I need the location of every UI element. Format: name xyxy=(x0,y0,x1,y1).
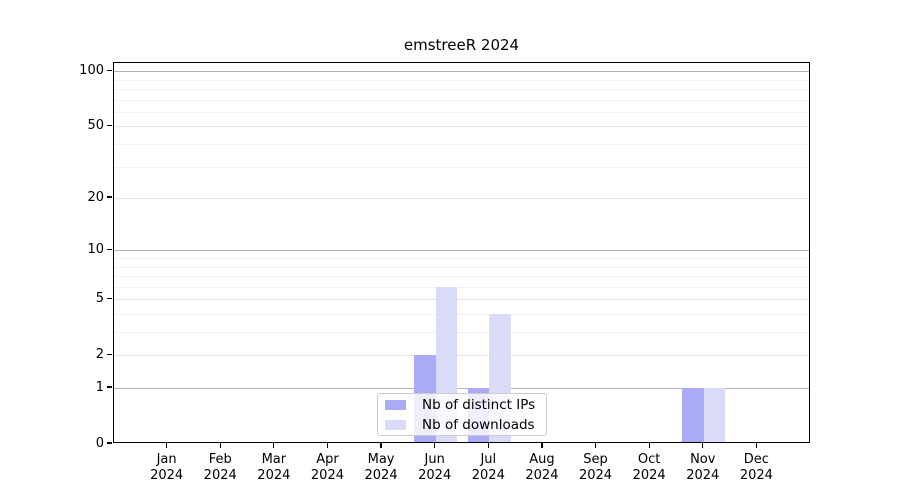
y-tick-label: 0 xyxy=(95,435,104,451)
x-tick-mark xyxy=(594,443,597,448)
gridline-minor xyxy=(114,111,809,113)
y-tick-mark xyxy=(107,297,112,299)
x-tick-mark xyxy=(755,443,757,448)
legend: Nb of distinct IPs Nb of downloads xyxy=(377,393,547,436)
y-tick-label: 5 xyxy=(95,290,104,306)
gridline-mid xyxy=(114,198,809,200)
gridline-minor xyxy=(114,276,809,278)
gridline-mid xyxy=(114,355,809,357)
gridline-major xyxy=(114,71,809,73)
x-tick-label: Jan 2024 xyxy=(150,452,184,483)
gridline-minor xyxy=(114,79,809,81)
y-tick-mark xyxy=(107,248,112,250)
gridline-minor xyxy=(114,89,809,91)
x-tick-mark xyxy=(434,443,436,448)
x-tick-mark xyxy=(166,443,168,448)
x-tick-mark xyxy=(487,443,489,448)
x-tick-label: Oct 2024 xyxy=(632,452,666,483)
gridline-minor xyxy=(114,313,809,315)
y-tick-mark xyxy=(107,386,112,388)
x-tick-label: Dec 2024 xyxy=(739,452,773,483)
gridline-major xyxy=(114,388,809,389)
gridline-major xyxy=(114,250,809,252)
gridline-minor xyxy=(114,266,809,268)
x-tick-mark xyxy=(541,443,543,448)
x-tick-label: Jul 2024 xyxy=(471,452,505,483)
y-tick-mark xyxy=(107,442,112,444)
x-tick-label: Feb 2024 xyxy=(203,452,237,483)
x-tick-label: Jun 2024 xyxy=(418,452,452,483)
legend-swatch-distinct-ips xyxy=(385,399,406,410)
x-tick-mark xyxy=(648,443,650,448)
x-tick-mark xyxy=(273,443,275,448)
gridline-minor xyxy=(114,258,809,259)
y-tick-mark xyxy=(107,124,112,126)
x-tick-mark xyxy=(326,443,329,448)
y-tick-label: 100 xyxy=(79,62,104,78)
gridline-mid xyxy=(114,126,809,128)
y-tick-label: 1 xyxy=(95,379,104,395)
gridline-minor xyxy=(114,286,809,288)
x-tick-label: Nov 2024 xyxy=(686,452,720,483)
plot-inner xyxy=(114,63,809,442)
y-tick-mark xyxy=(107,69,112,71)
y-tick-label: 2 xyxy=(95,346,104,362)
gridline-minor xyxy=(114,166,809,168)
legend-swatch-downloads xyxy=(385,419,406,430)
legend-label-downloads: Nb of downloads xyxy=(422,416,535,433)
x-tick-mark xyxy=(702,443,704,448)
y-tick-label: 10 xyxy=(87,241,104,257)
x-tick-mark xyxy=(219,443,221,448)
x-tick-mark xyxy=(380,443,382,448)
gridline-mid xyxy=(114,299,809,301)
y-tick-mark xyxy=(107,196,112,198)
y-tick-mark xyxy=(107,353,112,355)
x-tick-label: Mar 2024 xyxy=(257,452,291,483)
bar-distinct-ips-nov-2024 xyxy=(682,388,704,442)
bar-downloads-nov-2024 xyxy=(703,388,726,442)
chart-title: emstreeR 2024 xyxy=(403,36,520,54)
x-tick-label: Aug 2024 xyxy=(525,452,559,483)
x-tick-label: Sep 2024 xyxy=(578,452,613,483)
y-tick-label: 20 xyxy=(87,189,104,205)
legend-row-downloads: Nb of downloads xyxy=(385,418,538,432)
x-tick-label: May 2024 xyxy=(364,452,398,483)
legend-label-distinct-ips: Nb of distinct IPs xyxy=(422,396,536,413)
plot-area xyxy=(113,62,810,443)
y-tick-label: 50 xyxy=(87,117,104,133)
legend-row-distinct-ips: Nb of distinct IPs xyxy=(385,398,538,412)
gridline-minor xyxy=(114,99,809,101)
gridline-minor xyxy=(114,332,809,334)
x-tick-label: Apr 2024 xyxy=(310,452,344,483)
gridline-minor xyxy=(114,144,809,146)
